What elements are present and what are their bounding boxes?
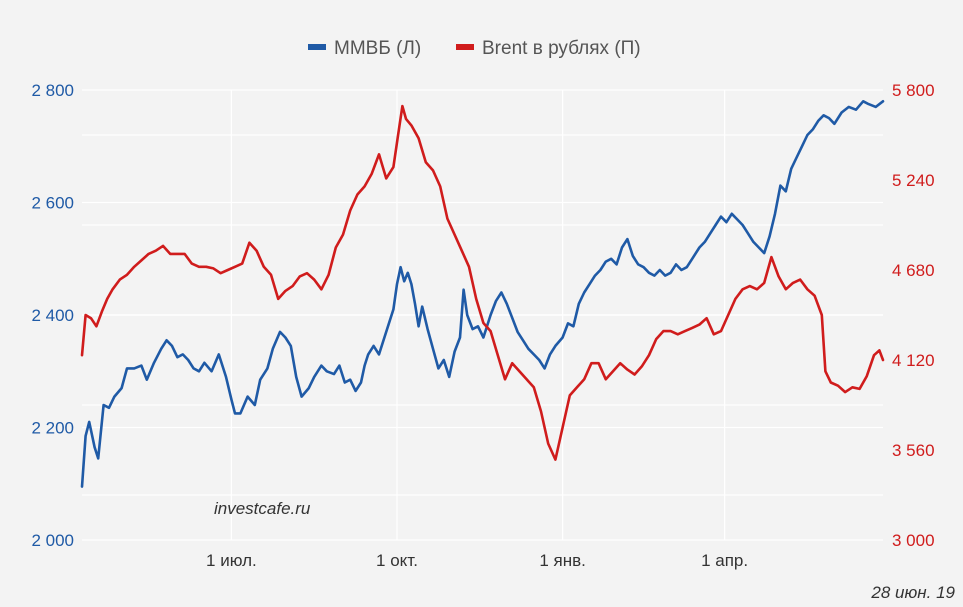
legend-swatch-right bbox=[456, 44, 474, 50]
x-axis-tick-label: 1 янв. bbox=[539, 551, 586, 570]
x-axis-tick-label: 1 окт. bbox=[376, 551, 418, 570]
right-axis-tick-label: 3 000 bbox=[892, 531, 935, 550]
legend-item-right-series[interactable]: Brent в рублях (П) bbox=[456, 38, 641, 59]
left-axis-ticks: 2 000 2 200 2 400 2 600 2 800 bbox=[31, 81, 74, 550]
legend: ММВБ (Л) Brent в рублях (П) bbox=[308, 38, 641, 59]
left-axis-tick-label: 2 200 bbox=[31, 419, 74, 438]
left-axis-tick-label: 2 600 bbox=[31, 194, 74, 213]
right-axis-tick-label: 4 680 bbox=[892, 261, 935, 280]
right-axis-tick-label: 3 560 bbox=[892, 441, 935, 460]
watermark: investcafe.ru bbox=[214, 499, 311, 518]
series-lines bbox=[80, 100, 885, 488]
right-axis-ticks: 3 000 3 560 4 120 4 680 5 240 5 800 bbox=[892, 81, 935, 550]
right-axis-tick-label: 5 240 bbox=[892, 171, 935, 190]
grid-lines bbox=[82, 89, 883, 541]
left-axis-tick-label: 2 800 bbox=[31, 81, 74, 100]
legend-label-left: ММВБ (Л) bbox=[334, 38, 421, 59]
series-line-brent-rub bbox=[80, 104, 885, 461]
legend-label-right: Brent в рублях (П) bbox=[482, 38, 641, 59]
series-line-mmvb bbox=[80, 100, 885, 488]
x-axis-tick-label: 1 апр. bbox=[701, 551, 748, 570]
left-axis-tick-label: 2 000 bbox=[31, 531, 74, 550]
date-note: 28 июн. 19 bbox=[870, 583, 955, 602]
x-axis-tick-label: 1 июл. bbox=[206, 551, 257, 570]
legend-swatch-left bbox=[308, 44, 326, 50]
right-axis-tick-label: 4 120 bbox=[892, 351, 935, 370]
legend-item-left-series[interactable]: ММВБ (Л) bbox=[308, 38, 421, 59]
x-axis-ticks: 1 июл. 1 окт. 1 янв. 1 апр. bbox=[206, 551, 748, 570]
left-axis-tick-label: 2 400 bbox=[31, 306, 74, 325]
right-axis-tick-label: 5 800 bbox=[892, 81, 935, 100]
